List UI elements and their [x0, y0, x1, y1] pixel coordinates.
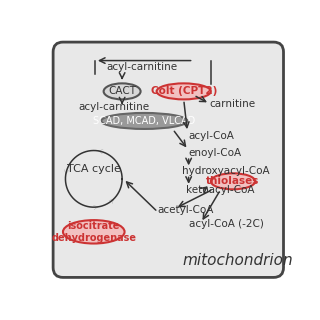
FancyBboxPatch shape — [53, 42, 284, 277]
Ellipse shape — [63, 220, 124, 244]
Text: isocitrate
dehydrogenase: isocitrate dehydrogenase — [51, 221, 136, 243]
Text: mitochondrion: mitochondrion — [183, 253, 293, 268]
Text: TCA cycle: TCA cycle — [67, 164, 121, 174]
Text: CACT: CACT — [108, 86, 136, 96]
Text: hydroxyacyl-CoA: hydroxyacyl-CoA — [182, 166, 270, 176]
Text: enoyl-CoA: enoyl-CoA — [189, 148, 242, 158]
Text: ketoacyl-CoA: ketoacyl-CoA — [186, 185, 255, 195]
Ellipse shape — [101, 113, 188, 129]
Ellipse shape — [104, 84, 140, 100]
Text: acyl-CoA (-2C): acyl-CoA (-2C) — [189, 220, 263, 229]
Text: acyl-carnitine: acyl-carnitine — [78, 102, 149, 112]
Ellipse shape — [211, 173, 255, 189]
FancyBboxPatch shape — [36, 34, 292, 290]
Text: SCAD, MCAD, VLCAD: SCAD, MCAD, VLCAD — [93, 116, 196, 126]
Text: acyl-carnitine: acyl-carnitine — [106, 62, 177, 72]
Text: acyl-CoA: acyl-CoA — [189, 131, 235, 141]
Text: acetyl-CoA: acetyl-CoA — [158, 205, 214, 215]
Ellipse shape — [156, 84, 211, 100]
Text: carnitine: carnitine — [210, 99, 256, 109]
Text: Colt (CPT2): Colt (CPT2) — [150, 86, 217, 96]
Text: thiolases: thiolases — [206, 176, 260, 186]
